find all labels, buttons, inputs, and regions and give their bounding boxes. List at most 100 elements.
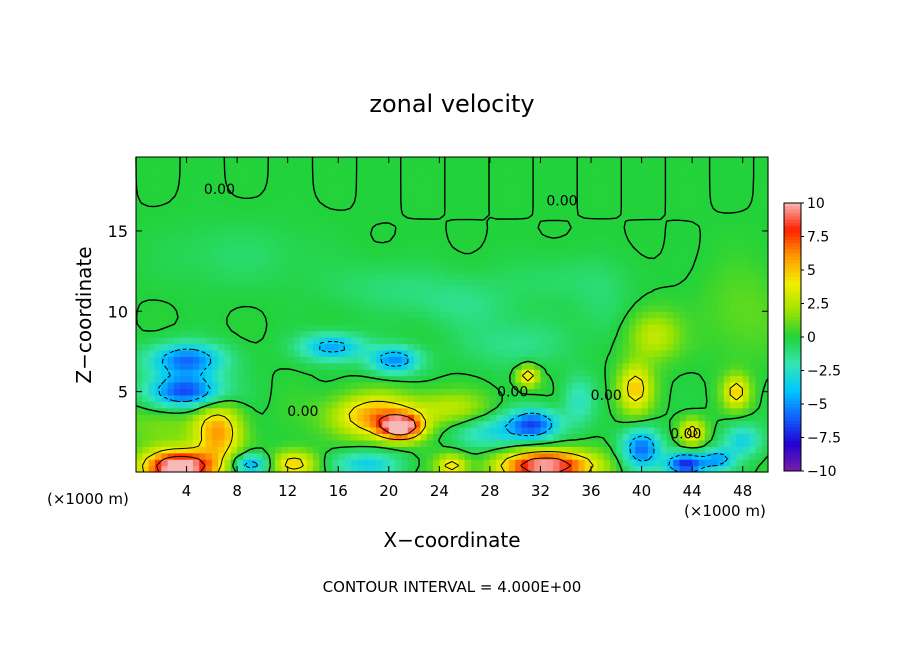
heatmap-cell [496,247,504,255]
heatmap-cell [534,298,542,306]
heatmap-cell [350,459,358,467]
heatmap-cell [584,401,592,409]
heatmap-cell [401,317,409,325]
heatmap-cell [426,382,434,390]
heatmap-cell [167,208,175,216]
heatmap-cell [281,394,289,402]
heatmap-cell [243,324,251,332]
heatmap-cell [306,311,314,319]
heatmap-cell [489,240,497,248]
heatmap-cell [401,272,409,280]
heatmap-cell [736,337,744,345]
heatmap-cell [641,420,649,428]
heatmap-cell [660,292,668,300]
heatmap-cell [540,253,548,261]
heatmap-cell [369,279,377,287]
heatmap-cell [395,452,403,460]
heatmap-cell [306,433,314,441]
heatmap-cell [742,337,750,345]
heatmap-cell [736,459,744,467]
heatmap-cell [515,208,523,216]
heatmap-cell [407,259,415,267]
heatmap-cell [211,407,219,415]
heatmap-cell [515,324,523,332]
heatmap-cell [363,285,371,293]
heatmap-cell [755,349,763,357]
heatmap-cell [565,266,573,274]
heatmap-cell [369,163,377,171]
heatmap-cell [685,259,693,267]
heatmap-cell [136,362,143,370]
heatmap-cell [717,465,725,473]
heatmap-cell [597,349,605,357]
heatmap-cell [572,446,579,454]
heatmap-cell [673,343,681,351]
heatmap-cell [325,459,333,467]
heatmap-cell [325,169,333,177]
x-tick-label: 8 [232,482,242,500]
heatmap-cell [369,388,377,396]
heatmap-cell [167,375,175,383]
heatmap-cell [723,362,731,370]
heatmap-cell [546,292,554,300]
heatmap-cell [496,182,504,190]
heatmap-cell [243,362,251,370]
heatmap-cell [167,330,175,338]
heatmap-cell [173,182,181,190]
heatmap-cell [230,202,238,210]
heatmap-cell [502,433,510,441]
heatmap-cell [477,420,485,428]
heatmap-cell [597,202,605,210]
heatmap-cell [483,169,491,177]
heatmap-cell [477,247,485,255]
heatmap-cell [445,157,453,165]
heatmap-cell [452,182,459,190]
heatmap-cell [180,362,188,370]
heatmap-cell [698,459,706,467]
heatmap-cell [464,388,472,396]
heatmap-cell [496,202,504,210]
heatmap-cell [515,202,523,210]
heatmap-cell [534,253,542,261]
heatmap-cell [325,298,333,306]
heatmap-cell [388,427,396,435]
heatmap-cell [211,420,219,428]
heatmap-cell [211,414,219,422]
heatmap-cell [186,330,194,338]
heatmap-cell [173,214,181,222]
heatmap-cell [679,427,687,435]
heatmap-cell [142,465,150,473]
heatmap-cell [344,459,352,467]
heatmap-cell [142,285,150,293]
heatmap-cell [312,414,320,422]
heatmap-cell [281,343,289,351]
heatmap-cell [192,234,200,242]
heatmap-cell [199,382,207,390]
heatmap-cell [281,407,289,415]
heatmap-cell [540,189,548,197]
heatmap-cell [559,407,567,415]
heatmap-cell [154,420,162,428]
heatmap-cell [597,234,605,242]
heatmap-cell [363,279,371,287]
heatmap-cell [635,420,643,428]
heatmap-cell [723,214,731,222]
heatmap-cell [698,356,706,364]
heatmap-cell [527,356,535,364]
heatmap-cell [230,343,238,351]
heatmap-cell [142,401,150,409]
heatmap-cell [148,362,156,370]
heatmap-cell [173,401,181,409]
heatmap-cell [755,433,763,441]
heatmap-cell [679,163,687,171]
heatmap-cell [325,234,333,242]
heatmap-cell [275,446,282,454]
heatmap-cell [534,356,542,364]
heatmap-cell [243,375,251,383]
x-tick-label: 36 [581,482,600,500]
heatmap-cell [647,202,655,210]
heatmap-cell [711,279,719,287]
heatmap-cell [603,163,611,171]
heatmap-cell [698,298,706,306]
contour-line [135,156,769,473]
